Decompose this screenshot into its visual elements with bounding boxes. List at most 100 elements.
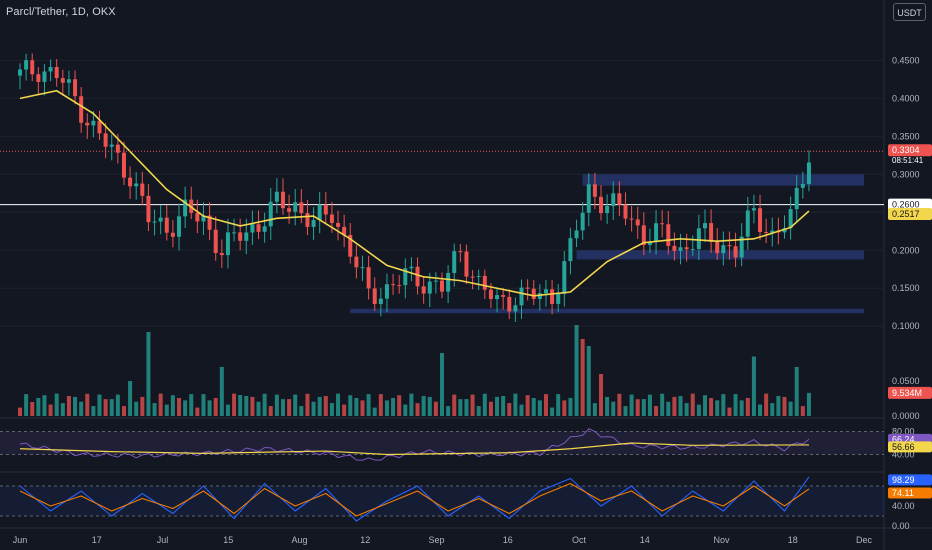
volume-bar (641, 399, 646, 416)
rsi-ma-value-label: 56.66 (892, 442, 915, 452)
volume-bar (158, 393, 163, 416)
volume-bar (531, 397, 536, 416)
candle-body (232, 232, 237, 234)
volume-bar (495, 396, 500, 416)
x-tick-label: 15 (223, 535, 233, 545)
candle-body (568, 238, 573, 262)
volume-bar (73, 396, 78, 416)
candle-body (170, 232, 175, 237)
candle-body (702, 223, 707, 229)
candle-body (611, 193, 616, 207)
volume-bar (134, 401, 139, 416)
x-tick-label: Aug (291, 535, 307, 545)
ma-value-label-bg (888, 207, 932, 220)
candle-body (91, 120, 96, 126)
x-tick-label: 14 (640, 535, 650, 545)
volume-bar (568, 397, 573, 416)
volume-bar (317, 396, 322, 416)
candle-body (727, 245, 732, 247)
volume-value-label: 9.534M (892, 388, 922, 398)
candle-body (121, 152, 126, 178)
volume-bar (739, 400, 744, 416)
volume-bar (238, 395, 243, 416)
last-price-label-bg (888, 144, 932, 157)
symbol-pair: Parcl/Tether (6, 6, 66, 18)
candle-body (207, 215, 212, 230)
volume-bar (384, 400, 389, 416)
volume-bar (672, 396, 677, 416)
volume-bar (751, 356, 756, 416)
volume-bar (378, 394, 383, 416)
candle-body (384, 284, 389, 299)
candle-body (507, 296, 512, 312)
candle-body (672, 245, 677, 251)
volume-bar (348, 395, 353, 416)
candle-body (635, 219, 640, 226)
volume-bar (550, 407, 555, 416)
symbol-timeframe: 1D (71, 6, 86, 18)
volume-bar (580, 339, 585, 416)
candle-body (219, 253, 224, 256)
volume-bar (103, 399, 108, 416)
candle-body (770, 230, 775, 233)
candle-body (42, 71, 47, 82)
candle-body (470, 276, 475, 278)
volume-bar (256, 401, 261, 416)
candle-body (800, 183, 805, 188)
candle-body (391, 284, 396, 286)
x-tick-label: Dec (856, 535, 873, 545)
symbol-exchange: OKX (92, 6, 116, 18)
moving-average-line (19, 89, 810, 297)
volume-bar (60, 403, 65, 416)
rsi-tick-label: 40.00 (892, 450, 915, 460)
stoch-d-line (19, 482, 810, 517)
currency-button[interactable]: USDT (893, 3, 926, 21)
volume-bar (195, 407, 200, 416)
candle-body (409, 266, 414, 269)
candle-body (739, 236, 744, 258)
candle-body (103, 133, 108, 147)
volume-tick-label: 0.0000 (892, 411, 920, 421)
volume-bar (354, 397, 359, 416)
candle-body (397, 285, 402, 287)
rsi-line (19, 428, 810, 461)
price-tick-label: 0.1500 (892, 283, 920, 293)
candle-body (806, 162, 811, 184)
stoch-band (0, 486, 884, 516)
volume-bar (409, 393, 414, 416)
candle-body (128, 177, 133, 187)
volume-bar (623, 406, 628, 416)
volume-bar (537, 400, 542, 416)
volume-bar (519, 404, 524, 416)
volume-bar (800, 406, 805, 416)
volume-bar (427, 396, 432, 416)
candle-body (690, 248, 695, 250)
candle-body (79, 96, 84, 123)
ma-value-label: 0.2517 (892, 209, 920, 219)
volume-bar (702, 395, 707, 416)
volume-bar (647, 394, 652, 416)
candle-body (268, 201, 273, 227)
candle-body (73, 79, 78, 97)
candle-body (24, 60, 29, 70)
candle-body (158, 217, 163, 222)
candle-body (599, 196, 604, 214)
volume-bar (268, 406, 273, 416)
volume-bar (452, 394, 457, 416)
candle-body (244, 232, 249, 241)
volume-bar (513, 393, 518, 416)
volume-bar (48, 404, 53, 416)
volume-bar (305, 393, 310, 416)
x-tick-label: 18 (788, 535, 798, 545)
volume-bar (586, 346, 591, 416)
last-price-label: 0.3304 (892, 145, 920, 155)
candle-body (525, 287, 530, 289)
stoch-tick-label: 0.00 (892, 521, 910, 531)
volume-bar (225, 404, 230, 416)
volume-bar (488, 401, 493, 416)
candle-body (54, 67, 59, 79)
candle-body (715, 241, 720, 254)
volume-bar (372, 407, 377, 416)
